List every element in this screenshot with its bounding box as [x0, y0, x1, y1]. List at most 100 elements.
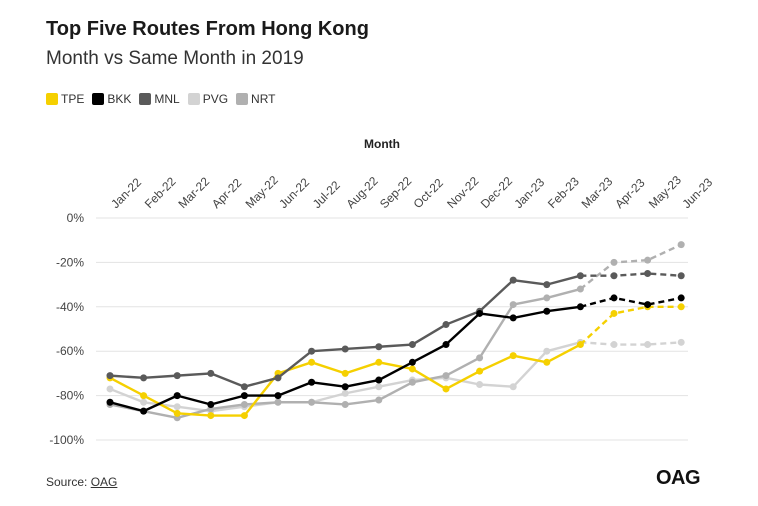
data-point-mnl [173, 372, 181, 380]
legend-swatch [46, 93, 58, 105]
source-link[interactable]: OAG [90, 475, 118, 489]
legend-item-mnl[interactable]: MNL [139, 92, 180, 106]
x-tick-label: Mar-23 [579, 174, 616, 211]
y-tick-label: -80% [56, 389, 84, 403]
data-point-tpe [442, 385, 450, 393]
data-point-pvg [677, 338, 685, 346]
data-point-nrt [408, 378, 416, 386]
data-point-mnl [106, 372, 114, 380]
data-point-bkk [207, 400, 215, 408]
oag-logo: OAG [656, 467, 701, 489]
data-point-tpe [543, 358, 551, 366]
x-tick-label: Jul-22 [310, 178, 343, 211]
data-point-bkk [644, 301, 652, 309]
y-tick-label: 0% [67, 211, 85, 225]
x-tick-label: May-23 [646, 173, 684, 211]
data-point-mnl [576, 272, 584, 280]
data-point-mnl [543, 281, 551, 289]
data-point-mnl [644, 270, 652, 277]
legend-item-tpe[interactable]: TPE [46, 92, 84, 106]
data-point-pvg [610, 341, 618, 349]
data-point-mnl [509, 276, 517, 284]
legend-swatch [236, 93, 249, 105]
data-point-pvg [173, 403, 181, 411]
data-point-bkk [543, 307, 551, 315]
x-tick-label: May-22 [243, 173, 281, 211]
y-tick-label: -40% [56, 300, 84, 314]
data-point-pvg [341, 389, 349, 397]
data-point-bkk [442, 341, 450, 349]
series-forecast-tpe [579, 305, 682, 346]
data-point-mnl [240, 383, 248, 391]
data-point-bkk [308, 378, 316, 386]
data-point-nrt [476, 354, 484, 362]
chart-title: Top Five Routes From Hong Kong [46, 18, 369, 40]
x-tick-label: Nov-22 [444, 174, 481, 211]
x-tick-label: Jan-23 [511, 175, 547, 211]
data-point-mnl [274, 374, 282, 382]
data-point-bkk [240, 392, 248, 400]
data-point-bkk [476, 309, 484, 317]
data-point-nrt [509, 301, 517, 309]
legend-item-bkk[interactable]: BKK [92, 92, 131, 106]
x-axis-title: Month [364, 137, 400, 151]
legend-label: PVG [202, 92, 229, 106]
data-point-mnl [140, 374, 148, 382]
data-point-mnl [341, 345, 349, 353]
x-tick-label: Dec-22 [478, 174, 515, 211]
data-point-tpe [207, 412, 215, 420]
legend-label: NRT [251, 92, 276, 106]
data-point-tpe [509, 352, 517, 360]
data-point-pvg [543, 347, 551, 355]
series-forecast-mnl [580, 272, 682, 277]
data-point-bkk [106, 398, 114, 406]
x-tick-label: Feb-23 [545, 174, 582, 211]
series-forecast-pvg [580, 341, 682, 346]
data-point-mnl [610, 272, 618, 280]
legend-swatch [139, 93, 152, 105]
data-point-pvg [375, 383, 383, 391]
x-tick-label: Aug-22 [343, 174, 380, 211]
data-point-nrt [308, 398, 316, 406]
data-point-tpe [341, 369, 349, 377]
legend-item-pvg[interactable]: PVG [187, 92, 229, 106]
data-point-nrt [341, 400, 349, 408]
data-point-mnl [375, 343, 383, 351]
x-tick-label: Apr-22 [209, 176, 245, 212]
data-point-bkk [610, 294, 618, 302]
data-point-tpe [677, 303, 685, 311]
series-forecast-bkk [580, 296, 682, 308]
data-point-tpe [375, 358, 383, 366]
data-point-nrt [442, 372, 450, 380]
data-point-mnl [207, 369, 215, 377]
x-tick-label: Mar-22 [175, 174, 212, 211]
data-point-tpe [408, 365, 416, 373]
source-note: Source: OAG [46, 475, 117, 489]
data-point-tpe [140, 392, 148, 400]
data-point-bkk [576, 303, 584, 311]
x-tick-label: Feb-22 [142, 174, 179, 211]
data-point-tpe [610, 309, 618, 317]
x-tick-label: Apr-23 [612, 176, 648, 212]
legend-item-nrt[interactable]: NRT [236, 92, 276, 106]
legend-swatch [92, 93, 105, 105]
data-point-bkk [509, 314, 517, 322]
data-point-nrt [274, 398, 282, 406]
chart-subtitle: Month vs Same Month in 2019 [46, 48, 304, 69]
y-tick-label: -20% [56, 255, 84, 269]
x-tick-label: Oct-22 [411, 176, 447, 212]
source-label: Source: [46, 475, 91, 489]
legend-label: TPE [61, 92, 85, 106]
series-forecast-nrt [579, 243, 682, 290]
x-tick-label: Sep-22 [377, 174, 414, 211]
data-point-mnl [677, 272, 685, 280]
data-point-pvg [476, 381, 484, 388]
data-point-bkk [677, 294, 685, 302]
data-point-bkk [375, 376, 383, 384]
data-point-bkk [173, 392, 181, 400]
y-tick-label: -100% [49, 433, 84, 447]
data-point-nrt [677, 241, 685, 249]
legend-swatch [187, 93, 200, 105]
data-point-tpe [476, 367, 484, 375]
